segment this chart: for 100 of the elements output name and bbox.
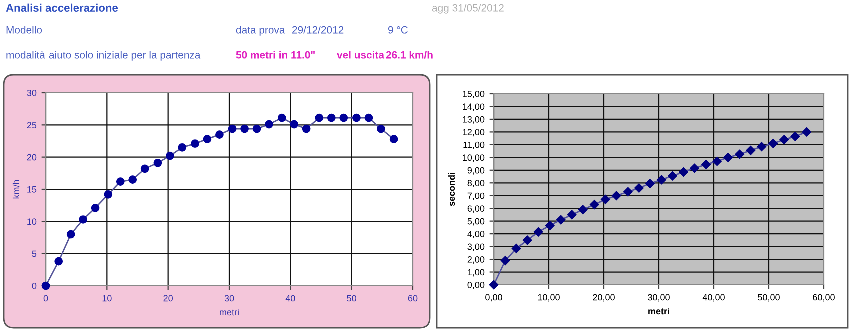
point bbox=[500, 256, 510, 266]
y-tick-label: 6,00 bbox=[468, 206, 485, 214]
x-tick-label: 40 bbox=[286, 295, 296, 302]
x-tick-label: 50 bbox=[347, 295, 356, 302]
point bbox=[712, 156, 722, 166]
point bbox=[679, 168, 688, 177]
y-tick-label: 0 bbox=[32, 282, 37, 290]
point bbox=[290, 120, 299, 129]
point bbox=[116, 178, 125, 186]
point bbox=[556, 215, 566, 225]
point bbox=[104, 190, 113, 199]
point bbox=[54, 257, 64, 266]
text: 50 metri in 11.0" bbox=[236, 51, 315, 59]
y-tick-label: 5 bbox=[32, 250, 37, 258]
point bbox=[352, 114, 361, 122]
point bbox=[327, 114, 336, 122]
y-tick-label: 8,00 bbox=[468, 180, 485, 188]
y-tick-label: 4,00 bbox=[468, 231, 485, 238]
point bbox=[128, 176, 138, 184]
point bbox=[657, 175, 666, 185]
y-tick-label: 15 bbox=[28, 186, 37, 193]
point bbox=[601, 195, 610, 204]
point bbox=[252, 124, 262, 134]
point bbox=[612, 191, 622, 200]
point bbox=[140, 164, 150, 174]
point bbox=[42, 282, 50, 290]
x-tick-label: 0 bbox=[44, 295, 48, 302]
y-tick-label: 2,00 bbox=[468, 256, 485, 264]
point bbox=[646, 179, 655, 188]
point bbox=[590, 200, 600, 210]
x-tick-label: 50,00 bbox=[758, 294, 780, 302]
point bbox=[178, 144, 187, 152]
point bbox=[489, 280, 499, 290]
text: 9 °C bbox=[388, 26, 408, 34]
x-axis-title: metri bbox=[220, 309, 239, 316]
point bbox=[315, 114, 324, 122]
y-tick-label: 10,00 bbox=[463, 154, 485, 162]
x-tick-label: 10,00 bbox=[538, 294, 560, 302]
point bbox=[340, 114, 348, 122]
y-tick-label: 14,00 bbox=[463, 104, 485, 112]
x-tick-label: 60,00 bbox=[813, 294, 835, 302]
point bbox=[702, 160, 711, 170]
point bbox=[534, 228, 544, 237]
x-tick-label: 0,00 bbox=[486, 294, 502, 302]
point bbox=[790, 132, 800, 142]
y-axis-title: secondi bbox=[448, 173, 456, 206]
x-tick-label: 10 bbox=[102, 295, 112, 302]
y-tick-label: 10 bbox=[28, 218, 37, 226]
x-tick-label: 30,00 bbox=[648, 294, 670, 302]
text: data prova bbox=[236, 26, 286, 36]
point bbox=[735, 150, 744, 160]
x-tick-label: 20 bbox=[164, 295, 173, 302]
y-tick-label: 1,00 bbox=[468, 269, 485, 277]
text: aiuto solo iniziale per la partenza bbox=[49, 51, 201, 61]
y-tick-label: 30 bbox=[27, 90, 37, 96]
point bbox=[724, 153, 733, 162]
x-tick-label: 60 bbox=[408, 295, 418, 302]
y-tick-label: 25 bbox=[27, 122, 37, 129]
point bbox=[240, 124, 249, 134]
x-tick-label: 30 bbox=[224, 295, 234, 302]
point bbox=[278, 114, 286, 122]
x-axis-title: metri bbox=[648, 308, 670, 315]
text: agg 31/05/2012 bbox=[432, 4, 504, 14]
point bbox=[746, 146, 756, 156]
point bbox=[512, 244, 522, 254]
y-tick-label: 7,00 bbox=[468, 192, 485, 200]
point bbox=[390, 135, 398, 144]
point bbox=[203, 135, 212, 144]
text: 26.1 km/h bbox=[386, 51, 433, 59]
y-tick-label: 12,00 bbox=[463, 129, 485, 137]
point bbox=[624, 187, 633, 197]
point bbox=[780, 135, 790, 144]
point bbox=[522, 236, 532, 246]
x-tick-label: 40,00 bbox=[702, 294, 725, 302]
y-tick-label: 20 bbox=[27, 154, 37, 161]
y-tick-label: 0,00 bbox=[468, 282, 485, 290]
y-tick-label: 11,00 bbox=[464, 142, 485, 150]
y-tick-label: 9,00 bbox=[468, 167, 485, 175]
text: modalità bbox=[6, 51, 46, 59]
text: Analisi accelerazione bbox=[6, 4, 118, 12]
point bbox=[166, 152, 174, 160]
point bbox=[66, 230, 76, 239]
point bbox=[768, 139, 778, 148]
point bbox=[377, 124, 386, 134]
point bbox=[690, 164, 700, 174]
point bbox=[567, 210, 577, 220]
point bbox=[191, 140, 200, 148]
point bbox=[364, 114, 374, 122]
y-tick-label: 3,00 bbox=[468, 244, 485, 252]
point bbox=[302, 124, 311, 134]
point bbox=[668, 172, 678, 181]
y-tick-label: 13,00 bbox=[463, 116, 485, 124]
point bbox=[545, 221, 555, 230]
point bbox=[634, 184, 644, 193]
point bbox=[228, 124, 237, 134]
point bbox=[154, 158, 162, 168]
y-axis-title: km/h bbox=[12, 180, 20, 199]
text: vel uscita bbox=[337, 51, 385, 59]
y-tick-label: 5,00 bbox=[468, 218, 485, 226]
point bbox=[216, 130, 224, 139]
